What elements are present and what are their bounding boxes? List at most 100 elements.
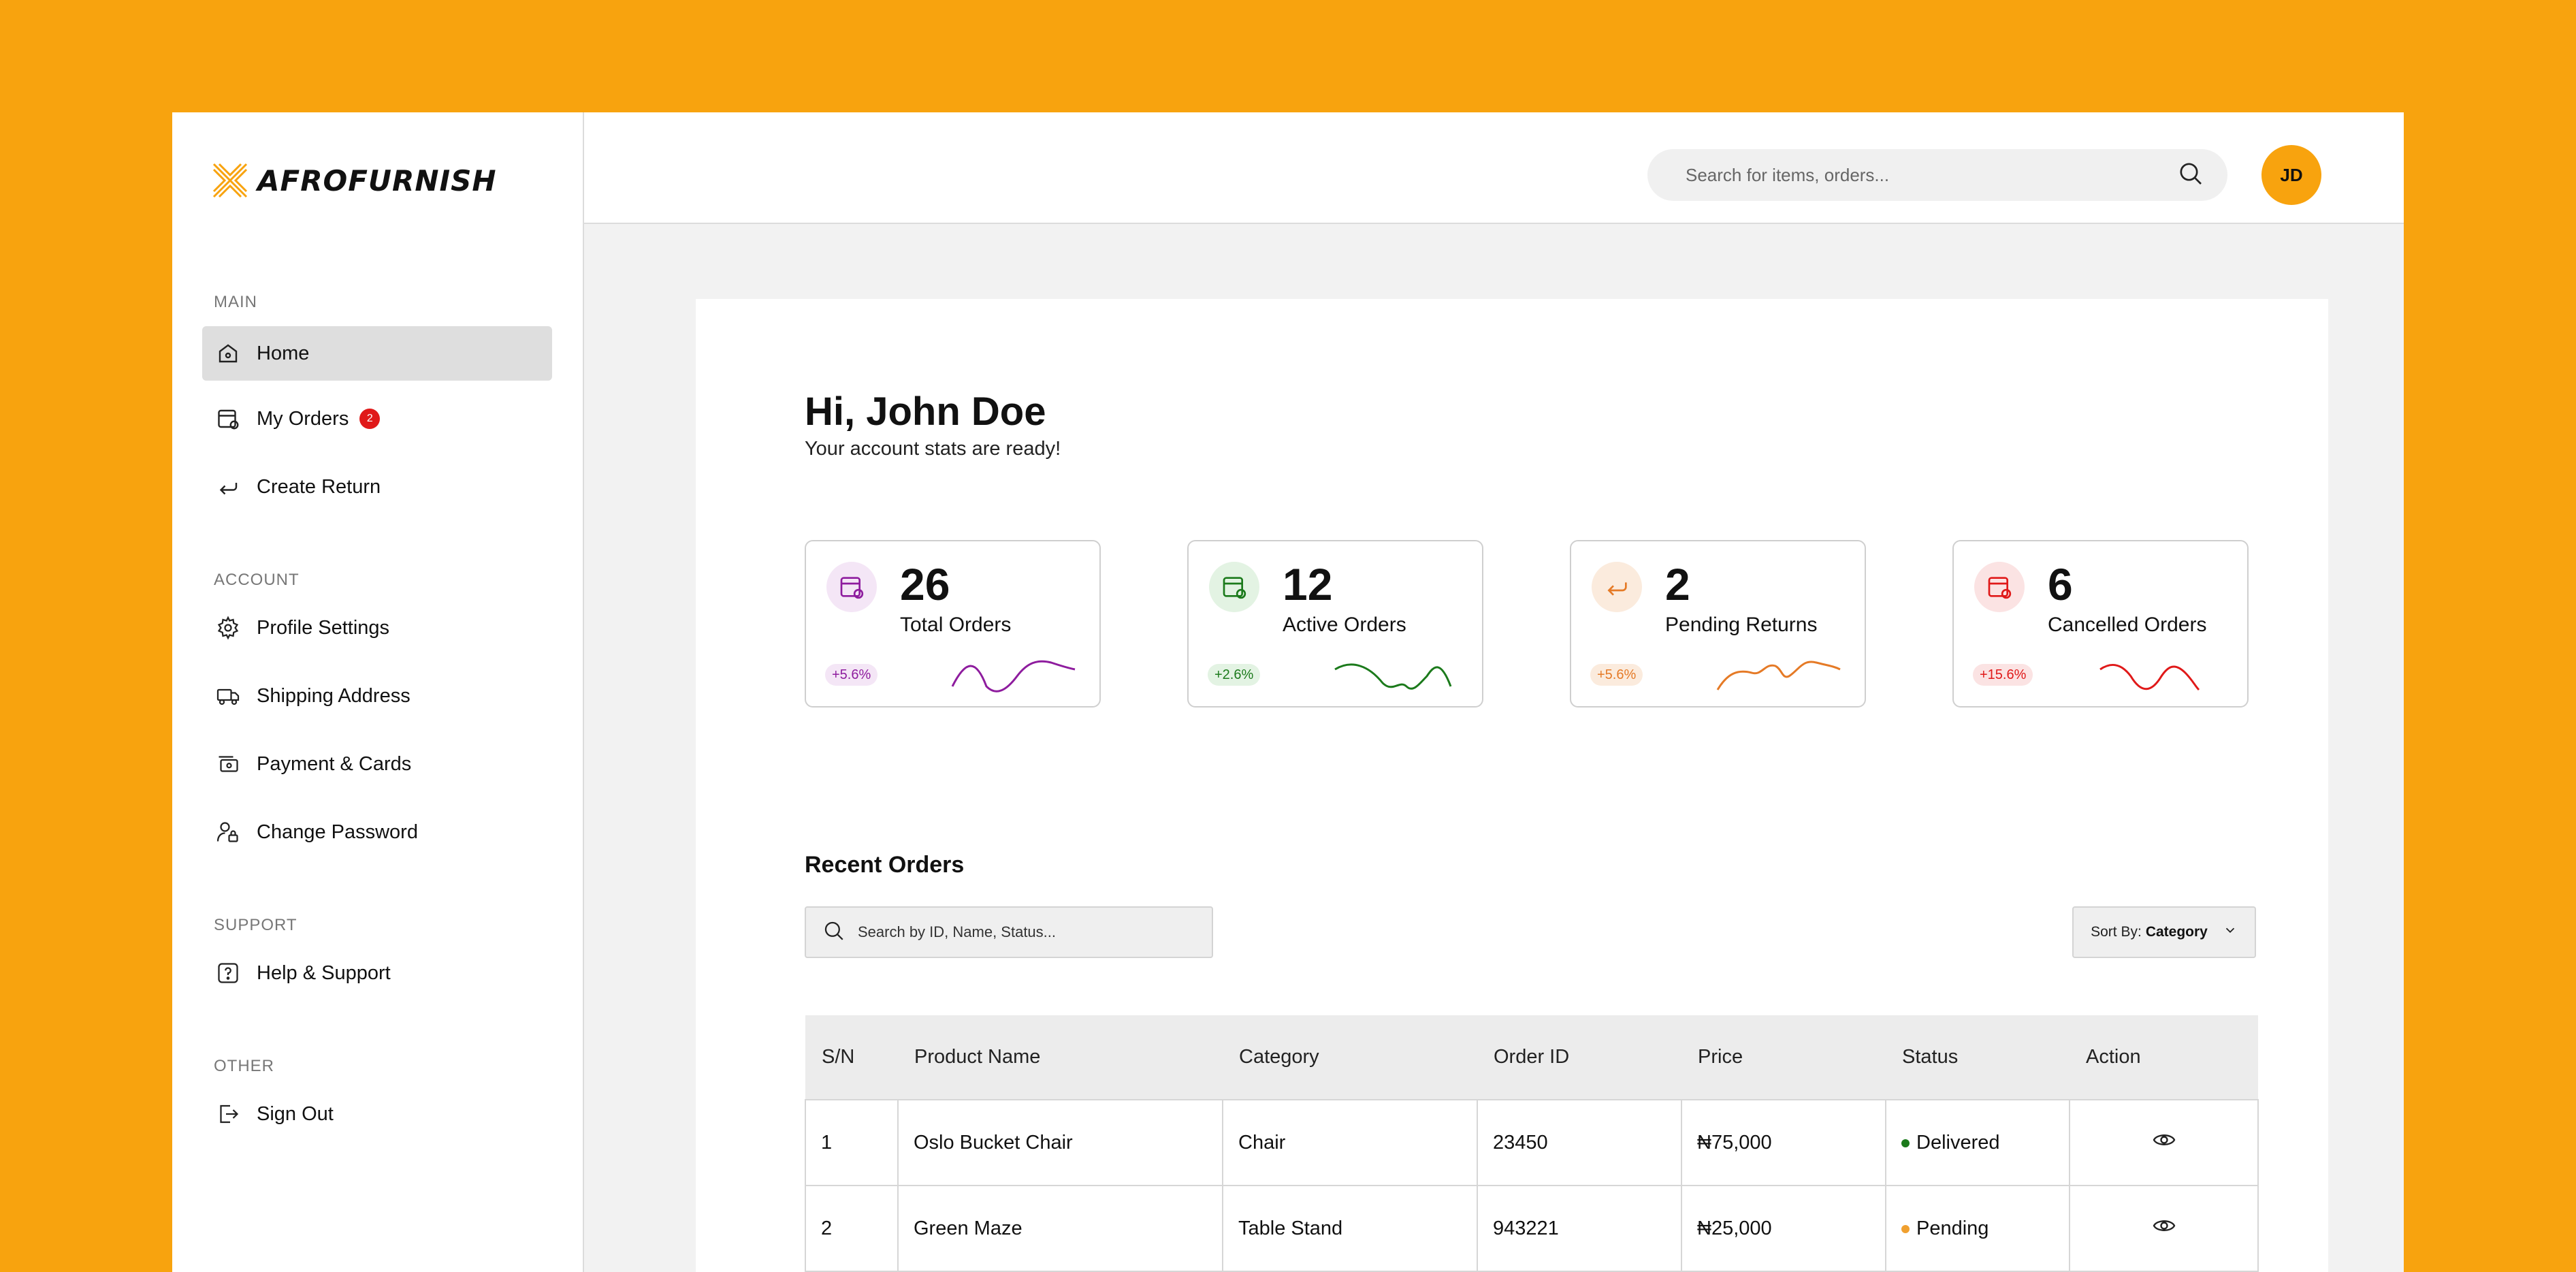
cell-price: ₦25,000: [1681, 1185, 1886, 1272]
brand-name: AFROFURNISH: [257, 163, 497, 197]
sidebar-item-label: Change Password: [257, 821, 418, 843]
sidebar-item-home[interactable]: Home: [202, 326, 552, 381]
return-icon: [1592, 562, 1642, 612]
orders-search[interactable]: [805, 906, 1213, 958]
sidebar-item-label: Sign Out: [257, 1102, 334, 1125]
stat-label: Pending Returns: [1665, 614, 1818, 636]
cell-category: Table Stand: [1222, 1185, 1478, 1272]
stat-value: 26: [900, 559, 950, 609]
global-search-input[interactable]: [1686, 164, 2177, 186]
sidebar-item-label: Help & Support: [257, 961, 391, 984]
stat-trend-badge: +15.6%: [1973, 664, 2033, 686]
chevron-down-icon: [2223, 923, 2238, 942]
sidebar-item-payment-cards[interactable]: Payment & Cards: [202, 737, 552, 791]
cell-sn: 2: [805, 1185, 899, 1272]
user-lock-icon: [214, 818, 242, 846]
sort-dropdown[interactable]: Sort By: Category: [2072, 906, 2256, 958]
table-row[interactable]: 2 Green Maze Table Stand 943221 ₦25,000 …: [805, 1185, 2259, 1272]
stat-sparkline: [951, 660, 1076, 693]
stat-card-cancelled-orders[interactable]: 6 Cancelled Orders +15.6%: [1952, 540, 2249, 707]
sidebar-item-label: Shipping Address: [257, 684, 410, 707]
avatar[interactable]: JD: [2261, 145, 2321, 205]
main-area: JD Hi, John Doe Your account stats are r…: [584, 112, 2404, 1272]
search-icon[interactable]: [2177, 160, 2204, 191]
card-icon: [214, 750, 242, 778]
return-icon: [214, 473, 242, 500]
cell-status: Delivered: [1885, 1099, 2070, 1186]
stat-value: 6: [2048, 559, 2073, 609]
stat-label: Total Orders: [900, 614, 1012, 636]
sidebar-item-change-password[interactable]: Change Password: [202, 805, 552, 859]
stat-value: 12: [1283, 559, 1333, 609]
stat-sparkline: [2099, 663, 2200, 691]
home-icon: [214, 340, 242, 367]
cancelled-orders-icon: [1974, 562, 2025, 612]
sidebar-item-label: My Orders: [257, 407, 349, 430]
help-icon: [214, 959, 242, 987]
status-label: Pending: [1916, 1217, 1989, 1239]
sidebar-item-profile-settings[interactable]: Profile Settings: [202, 601, 552, 655]
recent-orders-title: Recent Orders: [805, 852, 965, 878]
sidebar-item-label: Payment & Cards: [257, 752, 412, 775]
stat-trend-badge: +2.6%: [1208, 664, 1261, 686]
sidebar-item-create-return[interactable]: Create Return: [202, 460, 552, 514]
logo-mark-icon: [212, 163, 248, 198]
brand-logo[interactable]: AFROFURNISH: [211, 161, 497, 200]
page-title: Hi, John Doe: [805, 389, 1046, 434]
search-icon: [822, 919, 846, 946]
cell-action: [2069, 1185, 2259, 1272]
sidebar-item-label: Profile Settings: [257, 616, 390, 639]
status-label: Delivered: [1916, 1131, 2000, 1154]
table-row[interactable]: 1 Oslo Bucket Chair Chair 23450 ₦75,000 …: [805, 1099, 2259, 1186]
cell-order-id: 23450: [1477, 1099, 1682, 1186]
top-bar: JD: [584, 112, 2404, 224]
cell-product: Oslo Bucket Chair: [897, 1099, 1223, 1186]
column-header: Action: [2086, 1046, 2141, 1068]
section-label-support: SUPPORT: [214, 916, 297, 934]
cell-product: Green Maze: [897, 1185, 1223, 1272]
sidebar-item-my-orders[interactable]: My Orders 2: [202, 392, 552, 446]
section-label-main: MAIN: [214, 293, 257, 311]
table-header-row: S/N Product Name Category Order ID Price…: [805, 1015, 2258, 1100]
view-eye-icon[interactable]: [2152, 1220, 2176, 1243]
app-window: AFROFURNISH MAIN Home My Orders 2 Create…: [172, 112, 2404, 1272]
cell-price: ₦75,000: [1681, 1099, 1886, 1186]
sidebar-item-shipping-address[interactable]: Shipping Address: [202, 669, 552, 723]
column-header[interactable]: Category: [1239, 1046, 1319, 1068]
sidebar: AFROFURNISH MAIN Home My Orders 2 Create…: [172, 112, 584, 1272]
stat-card-active-orders[interactable]: 12 Active Orders +2.6%: [1187, 540, 1483, 707]
column-header[interactable]: Price: [1698, 1046, 1743, 1068]
view-eye-icon[interactable]: [2152, 1134, 2176, 1157]
status-dot: [1901, 1139, 1910, 1147]
column-header[interactable]: Order ID: [1494, 1046, 1570, 1068]
truck-icon: [214, 682, 242, 710]
orders-icon: [826, 562, 877, 612]
stat-trend-badge: +5.6%: [1590, 664, 1643, 686]
stat-sparkline: [1334, 663, 1452, 690]
sidebar-item-label: Create Return: [257, 475, 381, 498]
stat-value: 2: [1665, 559, 1690, 609]
gear-icon: [214, 614, 242, 641]
sort-prefix: Sort By:: [2091, 924, 2142, 940]
global-search[interactable]: [1647, 149, 2227, 201]
orders-search-input[interactable]: [858, 923, 1212, 941]
stat-trend-badge: +5.6%: [825, 664, 878, 686]
stat-card-pending-returns[interactable]: 2 Pending Returns +5.6%: [1570, 540, 1866, 707]
cell-sn: 1: [805, 1099, 899, 1186]
sidebar-item-sign-out[interactable]: Sign Out: [202, 1087, 552, 1141]
stat-label: Active Orders: [1283, 614, 1406, 636]
section-label-other: OTHER: [214, 1057, 274, 1075]
orders-table: S/N Product Name Category Order ID Price…: [805, 1015, 2259, 1272]
dashboard-content: Hi, John Doe Your account stats are read…: [696, 299, 2328, 1272]
column-header[interactable]: S/N: [822, 1046, 855, 1068]
sign-out-icon: [214, 1100, 242, 1128]
sort-value: Category: [2145, 924, 2208, 940]
sidebar-item-label: Home: [257, 342, 310, 364]
stat-sparkline: [1716, 661, 1841, 690]
column-header[interactable]: Product Name: [914, 1046, 1041, 1068]
column-header[interactable]: Status: [1902, 1046, 1959, 1068]
page-subtitle: Your account stats are ready!: [805, 438, 1061, 460]
sidebar-item-help-support[interactable]: Help & Support: [202, 946, 552, 1000]
cell-category: Chair: [1222, 1099, 1478, 1186]
stat-card-total-orders[interactable]: 26 Total Orders +5.6%: [805, 540, 1101, 707]
